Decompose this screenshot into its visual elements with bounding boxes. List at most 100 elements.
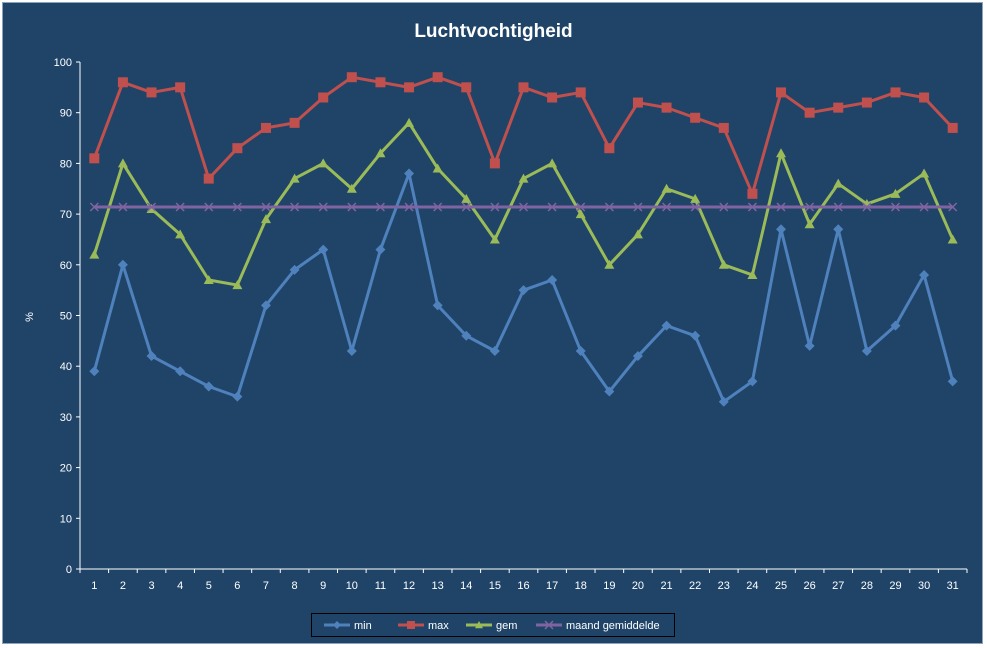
x-tick-label: 14 (460, 580, 472, 592)
x-tick-label: 31 (947, 580, 959, 592)
data-point (604, 143, 615, 154)
data-point (347, 202, 357, 212)
data-point (489, 345, 500, 356)
data-point (147, 202, 157, 212)
data-point (203, 275, 214, 285)
series-line (92, 121, 955, 287)
data-point (289, 117, 300, 128)
x-tick-label: 24 (746, 580, 758, 592)
data-point (175, 366, 186, 377)
series-layer (89, 72, 958, 407)
data-point (804, 107, 815, 118)
data-point (318, 202, 328, 212)
data-point (232, 391, 243, 402)
data-point (890, 320, 901, 331)
legend-item: gem (466, 620, 517, 632)
x-tick-label: 27 (832, 580, 844, 592)
data-point (518, 285, 529, 296)
legend-label: maand gemiddelde (566, 620, 660, 632)
x-tick-label: 29 (889, 580, 901, 592)
data-point (833, 178, 844, 188)
data-point (890, 202, 900, 212)
data-point (146, 87, 157, 98)
x-tick-label: 15 (489, 580, 501, 592)
data-point (776, 202, 786, 212)
data-point (260, 300, 271, 311)
data-point (575, 209, 586, 219)
data-point (632, 351, 643, 362)
data-point (833, 224, 844, 235)
legend-marker (333, 621, 341, 629)
data-point (175, 202, 185, 212)
x-tick-label: 22 (689, 580, 701, 592)
data-point (175, 229, 186, 239)
data-point (718, 122, 729, 133)
data-point (547, 202, 557, 212)
data-point (633, 202, 643, 212)
data-point (576, 202, 586, 212)
data-point (346, 183, 357, 193)
x-tick-label: 6 (234, 580, 240, 592)
data-point (432, 163, 443, 173)
data-point (404, 82, 415, 93)
x-tick-label: 8 (292, 580, 298, 592)
data-point (461, 202, 471, 212)
x-tick-label: 17 (546, 580, 558, 592)
y-tick-label: 10 (60, 513, 72, 525)
data-point (346, 345, 357, 356)
y-tick-label: 0 (66, 564, 72, 576)
data-point (547, 275, 558, 286)
x-tick-label: 28 (861, 580, 873, 592)
data-point (919, 168, 930, 178)
data-point (690, 330, 701, 341)
data-point (375, 148, 386, 158)
legend-item: maand gemiddelde (536, 620, 660, 632)
data-point (318, 158, 329, 168)
data-point (804, 219, 815, 229)
data-point (861, 345, 872, 356)
data-point (861, 97, 872, 108)
legend-item: min (324, 620, 372, 632)
legend-marker (544, 620, 554, 630)
x-tick-label: 23 (718, 580, 730, 592)
data-point (404, 202, 414, 212)
data-point (604, 259, 615, 269)
data-point (203, 381, 214, 392)
data-point (547, 92, 558, 103)
legend: min max gem maand gemiddelde (311, 613, 675, 637)
legend-marker (407, 621, 415, 629)
data-point (948, 202, 958, 212)
chart-title: Luchtvochtigheid (414, 21, 573, 42)
data-point (489, 234, 500, 244)
x-tick-label: 11 (375, 580, 386, 592)
legend-label: max (428, 620, 449, 632)
data-point (146, 351, 157, 362)
y-tick-label: 40 (60, 361, 72, 373)
data-point (289, 264, 300, 275)
data-point (204, 202, 214, 212)
data-point (318, 92, 329, 103)
y-tick-label: 80 (60, 158, 72, 170)
data-point (117, 259, 128, 270)
data-point (261, 202, 271, 212)
data-point (661, 102, 672, 113)
data-point (518, 173, 529, 183)
data-point (919, 269, 930, 280)
data-point (260, 122, 271, 133)
data-point (89, 153, 100, 164)
y-axis-label: % (23, 312, 36, 322)
data-point (290, 202, 300, 212)
data-point (833, 202, 843, 212)
data-point (661, 320, 672, 331)
x-tick-label: 10 (346, 580, 358, 592)
data-point (747, 188, 758, 199)
x-tick-label: 13 (432, 580, 444, 592)
x-tick-label: 16 (517, 580, 529, 592)
data-point (461, 193, 472, 203)
legend-item: max (398, 620, 449, 632)
x-tick-label: 20 (632, 580, 644, 592)
data-point (375, 202, 385, 212)
data-point (375, 244, 386, 255)
